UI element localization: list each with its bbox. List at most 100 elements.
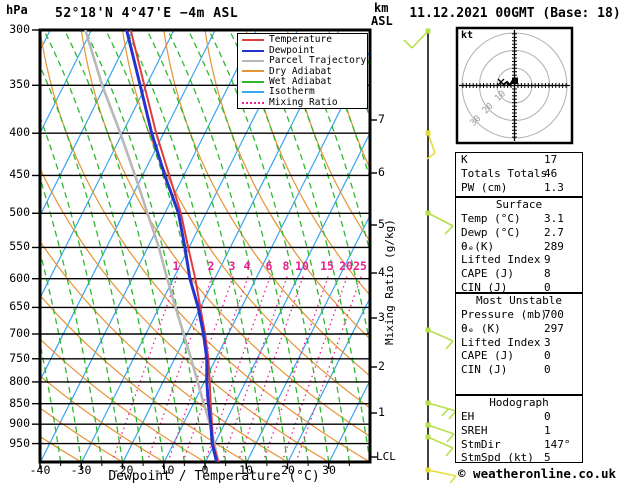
- table-row-label: StmDir: [461, 437, 501, 451]
- table-row-label: Dewp (°C): [461, 225, 521, 239]
- table-row-label: Pressure (mb): [461, 308, 548, 321]
- wind-barb-column: [403, 28, 457, 484]
- legend-label: Parcel Trajectory: [269, 55, 367, 67]
- mixing-ratio-line: [281, 273, 349, 462]
- dry-adiabat-line: [40, 30, 370, 462]
- x-axis-title: Dewpoint / Temperature (°C): [108, 469, 320, 484]
- table-row-label: Totals Totals: [461, 166, 548, 180]
- asl-axis-unit: ASL: [371, 14, 393, 28]
- mixing-ratio-value-label: 6: [265, 259, 273, 273]
- table-section-title: Surface: [495, 198, 543, 211]
- legend-item: Dry Adiabat: [242, 66, 367, 76]
- pressure-gridlines: [32, 28, 377, 469]
- legend-swatch-temperature: [242, 39, 264, 42]
- wet-adiabat-line: [187, 30, 309, 462]
- mixing-ratio-value-label: 2: [207, 259, 215, 273]
- temperature-tick-label: -20: [112, 463, 134, 477]
- temperature-tick-label: -40: [29, 463, 51, 477]
- table-row-value: 289: [544, 239, 564, 253]
- legend-item: Dewpoint: [242, 45, 367, 55]
- legend-label: Dry Adiabat: [269, 65, 332, 77]
- dry-adiabat-line: [40, 338, 206, 462]
- table-row-value: 147°: [544, 437, 571, 451]
- table-row: Totals Totals 46: [456, 167, 582, 181]
- table-row-label: Lifted Index: [461, 335, 541, 349]
- table-row-label: Lifted Index: [461, 253, 541, 267]
- table-row: Lifted Index 9: [456, 253, 582, 267]
- legend-label: Wet Adiabat: [269, 76, 332, 87]
- table-row-label: CAPE (J): [461, 349, 514, 363]
- dry-adiabat-line: [40, 294, 247, 462]
- dry-adiabat-line: [40, 375, 165, 462]
- parcel-trajectory-curve: [84, 30, 220, 462]
- wind-barb: [425, 327, 454, 350]
- table-row-value: 1: [544, 423, 551, 437]
- station-title: 52°18'N 4°47'E −4m ASL: [55, 6, 239, 21]
- mixing-ratio-value-label: 4: [243, 259, 251, 273]
- pressure-tick-label: 650: [9, 299, 30, 313]
- table-row: K 17: [456, 153, 582, 167]
- legend-label: Mixing Ratio: [269, 96, 338, 108]
- mixing-ratio-line: [237, 273, 305, 462]
- legend-item: Isotherm: [242, 87, 367, 97]
- pressure-tick-label: 550: [9, 239, 30, 253]
- wet-adiabat-line: [40, 64, 144, 462]
- table-row-value: 1.3: [544, 180, 564, 194]
- lcl-label: LCL: [376, 450, 396, 463]
- dry-adiabat-line: [40, 166, 330, 462]
- table-row: SREH 1: [456, 424, 582, 438]
- temperature-tick-label: -30: [70, 463, 92, 477]
- table-row-label: StmSpd (kt): [461, 451, 534, 465]
- table-row: StmSpd (kt) 5: [456, 451, 582, 465]
- km-tick-label: 5: [378, 217, 385, 231]
- legend-item: Mixing Ratio: [242, 97, 367, 107]
- km-tick-label: 6: [378, 165, 385, 179]
- wet-adiabat-line: [166, 30, 289, 462]
- mixing-ratio-value-label: 3: [228, 259, 236, 273]
- table-row-label: K: [461, 153, 468, 166]
- wet-adiabat-line: [40, 176, 103, 462]
- pressure-tick-label: 850: [9, 396, 30, 410]
- mixing-ratio-axis-title: Mixing Ratio (g/kg): [383, 219, 396, 345]
- mixing-ratio-value-label: 25: [353, 259, 367, 273]
- table-row-label: PW (cm): [461, 180, 508, 194]
- wet-adiabat-line: [84, 30, 206, 462]
- pressure-tick-label: 800: [9, 374, 30, 388]
- legend-swatch-parcel-trajectory: [242, 59, 264, 62]
- table-row-value: 297: [544, 321, 564, 335]
- mixing-ratio-value-label: 20: [339, 259, 353, 273]
- isotherm-line: [328, 379, 370, 462]
- table-section-hodograph: Hodograph EH 0 SREH 1 StmDir 147° StmSpd (kt) 5: [455, 395, 583, 465]
- table-row-value: 46: [544, 166, 558, 180]
- pressure-tick-label: 400: [9, 125, 30, 139]
- table-row-value: 2.7: [544, 225, 564, 239]
- copyright: © weatheronline.co.uk: [458, 466, 617, 481]
- legend-swatch-dewpoint: [242, 49, 264, 52]
- legend-item: Temperature: [242, 35, 367, 45]
- table-row: CIN (J) 0: [456, 281, 582, 295]
- pressure-tick-label: 300: [9, 22, 30, 36]
- table-row: θₑ (K) 297: [456, 322, 582, 336]
- pressure-tick-label: 350: [9, 77, 30, 91]
- wind-barb: [425, 467, 457, 484]
- table-row-label: SREH: [461, 423, 488, 437]
- mixing-ratio-value-label: 10: [295, 259, 309, 273]
- wet-adiabat-line: [63, 30, 186, 462]
- table-row-value: 9: [544, 253, 551, 267]
- km-tick-label: 2: [378, 359, 385, 373]
- dry-adiabat-line: [163, 30, 370, 377]
- mixing-ratio-line: [167, 273, 235, 462]
- wet-adiabat-line: [40, 340, 62, 462]
- dry-adiabat-line: [121, 30, 370, 409]
- table-row: EH 0: [456, 410, 582, 424]
- mixing-ratio-line: [146, 273, 214, 462]
- wet-adiabat-line: [40, 249, 82, 462]
- wind-barb: [425, 130, 436, 160]
- legend-label: Isotherm: [269, 86, 315, 98]
- mixing-ratio-line: [262, 273, 330, 462]
- wind-barb: [425, 422, 455, 443]
- km-tick-label: 1: [378, 405, 385, 419]
- wet-adiabat-line: [40, 115, 124, 462]
- table-row: Dewp (°C) 2.7: [456, 226, 582, 240]
